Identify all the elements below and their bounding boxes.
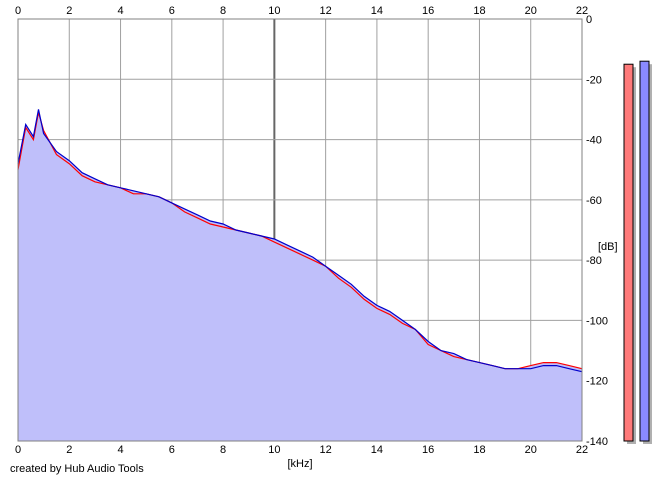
spectrum-fill-area — [18, 109, 582, 442]
x-tick-label-bottom: 6 — [169, 444, 175, 456]
x-axis-label: [kHz] — [287, 458, 312, 470]
y-tick-label: -40 — [586, 135, 602, 147]
level-meter-bar — [639, 60, 650, 442]
credit-text: created by Hub Audio Tools — [10, 463, 144, 475]
x-tick-label-top: 14 — [371, 5, 383, 17]
y-tick-label: -80 — [586, 255, 602, 267]
x-tick-label-bottom: 2 — [66, 444, 72, 456]
x-tick-label-bottom: 14 — [371, 444, 383, 456]
y-tick-label: 0 — [586, 14, 592, 26]
x-tick-label-top: 0 — [15, 5, 21, 17]
y-tick-label: -140 — [586, 436, 608, 448]
x-tick-label-top: 20 — [525, 5, 537, 17]
level-meters — [623, 60, 652, 444]
x-tick-label-top: 2 — [66, 5, 72, 17]
y-tick-label: -100 — [586, 315, 608, 327]
x-tick-label-bottom: 8 — [220, 444, 226, 456]
x-tick-label-bottom: 22 — [576, 444, 588, 456]
y-tick-label: -60 — [586, 195, 602, 207]
x-tick-label-top: 22 — [576, 5, 588, 17]
x-tick-label-top: 4 — [117, 5, 123, 17]
x-tick-label-top: 8 — [220, 5, 226, 17]
x-tick-label-bottom: 12 — [320, 444, 332, 456]
x-tick-label-bottom: 16 — [422, 444, 434, 456]
x-ticks-top: 0 2 4 6 8 10 12 14 16 18 20 22 — [15, 5, 588, 17]
x-tick-label-top: 6 — [169, 5, 175, 17]
x-tick-label-bottom: 4 — [117, 444, 123, 456]
y-ticks: 0 -20 -40 -60 -80 -100 -120 -140 — [586, 14, 608, 448]
x-ticks-bottom: 0 2 4 6 8 10 12 14 16 18 20 22 — [15, 444, 588, 456]
spectrum-area — [18, 109, 582, 442]
x-tick-label-top: 18 — [473, 5, 485, 17]
y-axis-label: [dB] — [598, 241, 618, 253]
level-meter-bar — [623, 63, 634, 442]
y-tick-label: -120 — [586, 376, 608, 388]
x-tick-label-top: 12 — [320, 5, 332, 17]
x-tick-label-bottom: 20 — [525, 444, 537, 456]
series-lines — [17, 18, 583, 442]
plot-border — [17, 18, 583, 442]
x-tick-label-top: 10 — [268, 5, 280, 17]
x-tick-label-top: 16 — [422, 5, 434, 17]
x-tick-label-bottom: 10 — [268, 444, 280, 456]
x-tick-label-bottom: 0 — [15, 444, 21, 456]
series-line-1 — [17, 109, 583, 373]
y-tick-label: -20 — [586, 74, 602, 86]
x-tick-label-bottom: 18 — [473, 444, 485, 456]
